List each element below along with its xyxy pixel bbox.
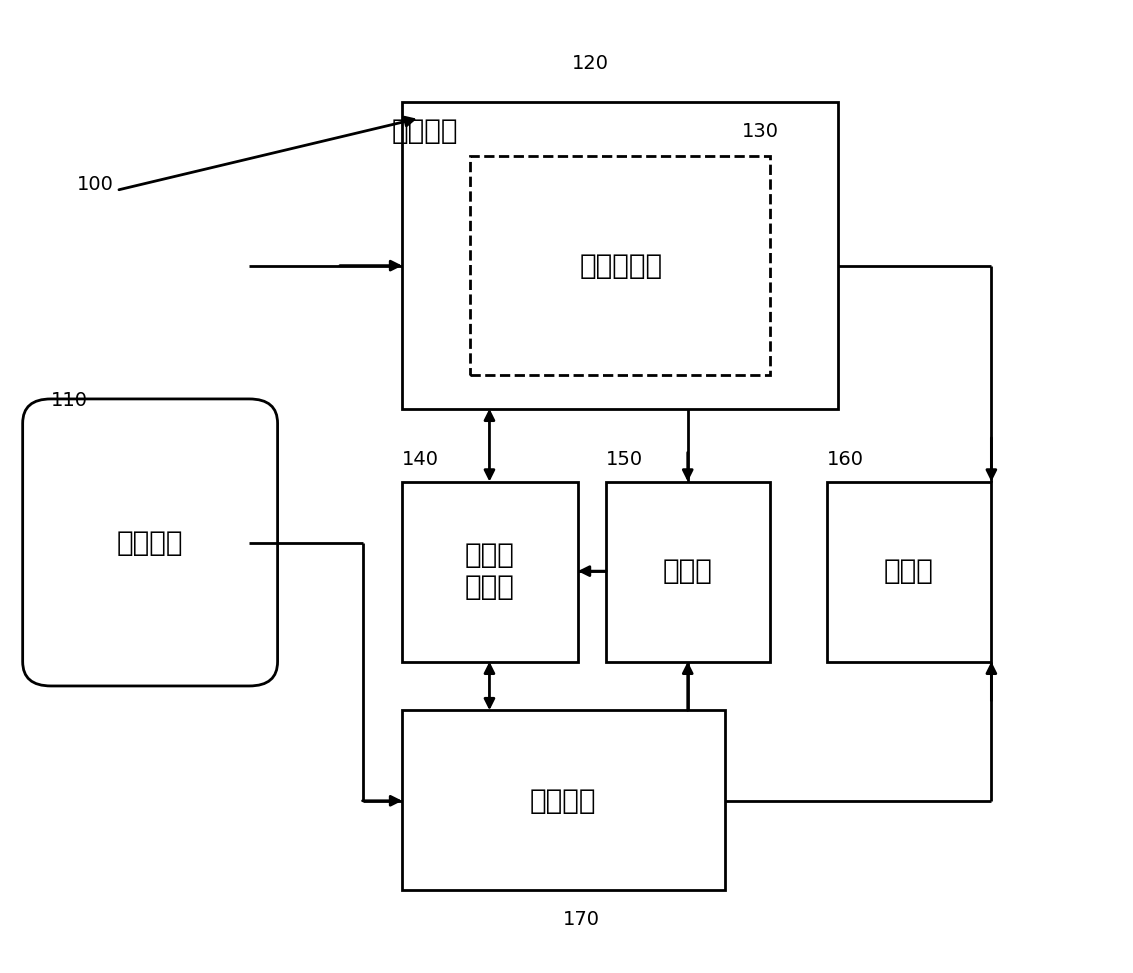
Bar — [470, 156, 770, 375]
Text: 待测程序: 待测程序 — [117, 529, 182, 557]
Text: 待测处理器: 待测处理器 — [579, 252, 663, 279]
Text: 130: 130 — [742, 122, 780, 141]
Text: 100: 100 — [77, 175, 114, 195]
Text: 参考模型: 参考模型 — [530, 787, 596, 814]
Text: 仿真系统: 仿真系统 — [392, 118, 458, 145]
Bar — [402, 482, 578, 662]
Bar — [606, 482, 770, 662]
Text: 监视器: 监视器 — [663, 558, 713, 585]
Bar — [827, 482, 991, 662]
Text: 比较器: 比较器 — [884, 558, 934, 585]
Text: 120: 120 — [572, 54, 610, 73]
Bar — [402, 710, 725, 890]
Text: 检查点
管理器: 检查点 管理器 — [465, 541, 514, 601]
FancyBboxPatch shape — [23, 399, 278, 686]
Text: 140: 140 — [402, 450, 440, 469]
Text: 150: 150 — [606, 450, 644, 469]
Text: 160: 160 — [827, 450, 864, 469]
Bar — [402, 102, 838, 409]
Text: 110: 110 — [51, 391, 88, 411]
Text: 170: 170 — [563, 910, 600, 929]
